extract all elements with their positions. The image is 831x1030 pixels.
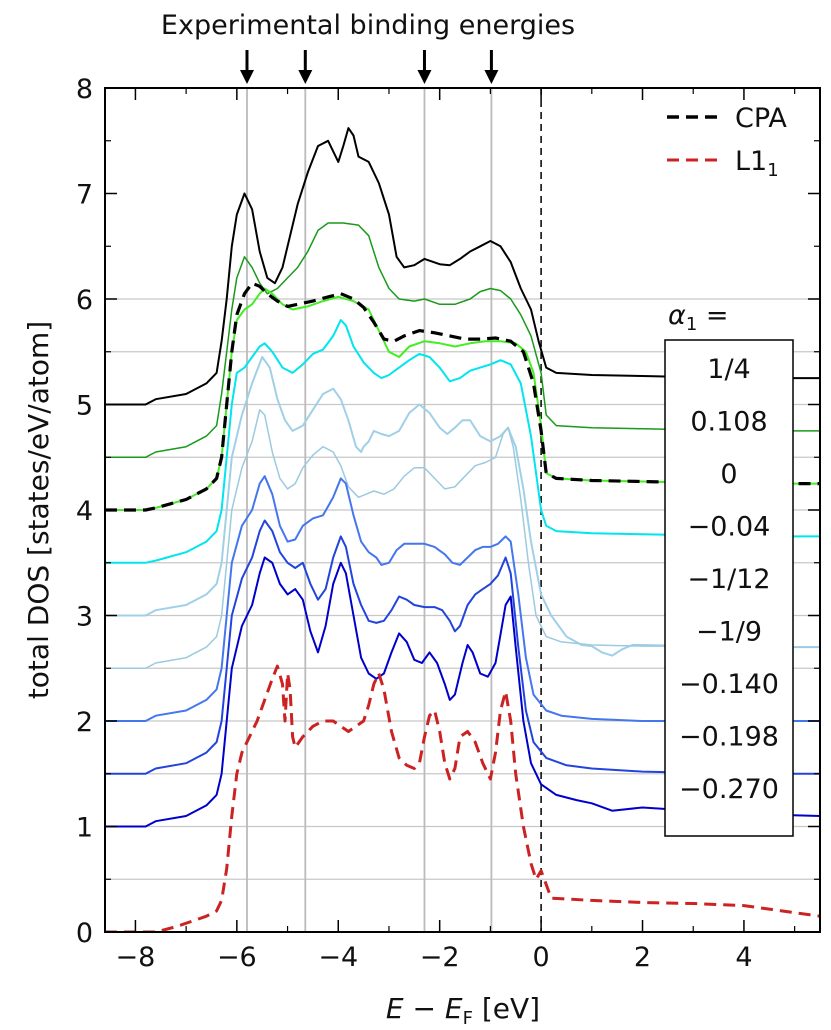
- alpha-header-sub: 1: [686, 314, 697, 335]
- x-tick-label-1: −6: [217, 942, 257, 973]
- x-tick-label-4: 0: [533, 942, 550, 973]
- series-line-4: [105, 356, 820, 657]
- alpha-header: α1 =: [668, 300, 728, 335]
- legend: CPA L11: [667, 103, 787, 181]
- series-line-1: [105, 222, 820, 459]
- series-line-9: [105, 281, 820, 512]
- alpha-value-4: −1/12: [687, 564, 770, 595]
- series-line-5: [105, 409, 820, 670]
- series-line-10: [105, 664, 820, 932]
- alpha-header-symbol: α: [668, 300, 686, 331]
- x-tick-label-3: −2: [420, 942, 460, 973]
- x-tick-label-5: 2: [634, 942, 651, 973]
- alpha-value-6: −0.140: [679, 669, 779, 700]
- x-axis-title: E − EF [eV]: [386, 992, 540, 1029]
- legend-label-l11-sub: 1: [767, 160, 778, 181]
- legend-label-cpa: CPA: [735, 103, 787, 134]
- alpha-value-8: −0.270: [679, 774, 779, 805]
- alpha-table-box: [664, 339, 794, 837]
- tick-layer: −8 −6 −4 −2 0 2 4 0 1 2 3 4 5 6 7 8: [76, 74, 820, 973]
- y-tick-label-3: 3: [76, 602, 93, 633]
- alpha-value-5: −1/9: [696, 617, 762, 648]
- alpha-value-1: 0.108: [690, 407, 767, 438]
- binding-energy-arrow-head-0: [239, 70, 254, 84]
- series-line-7: [105, 519, 820, 775]
- y-tick-label-1: 1: [76, 813, 93, 844]
- y-tick-label-0: 0: [76, 918, 93, 949]
- x-axis-title-sub: F: [463, 1008, 473, 1029]
- y-tick-label-5: 5: [76, 391, 93, 422]
- series-line-8: [105, 556, 820, 828]
- y-tick-label-7: 7: [76, 180, 93, 211]
- y-tick-label-6: 6: [76, 285, 93, 316]
- binding-energy-arrow-head-2: [417, 70, 432, 84]
- x-tick-label-0: −8: [116, 942, 156, 973]
- series-line-3: [105, 319, 820, 564]
- alpha-value-2: 0: [720, 459, 737, 490]
- series-line-6: [105, 475, 820, 722]
- x-tick-label-2: −4: [318, 942, 358, 973]
- x-axis-title-unit: [eV]: [473, 992, 540, 1025]
- legend-label-l11: L11: [735, 146, 779, 181]
- x-axis-title-main: E − E: [386, 992, 463, 1025]
- series-line-0: [105, 127, 820, 406]
- top-title: Experimental binding energies: [161, 10, 575, 41]
- alpha-value-7: −0.198: [679, 722, 779, 753]
- x-tick-label-6: 4: [735, 942, 752, 973]
- y-tick-label-8: 8: [76, 74, 93, 105]
- alpha-value-3: −0.04: [688, 512, 771, 543]
- series-layer: [105, 127, 820, 932]
- alpha-value-0: 1/4: [707, 354, 750, 385]
- alpha-header-suffix: =: [697, 300, 728, 331]
- arrow-layer: [239, 50, 499, 84]
- legend-label-l11-main: L1: [735, 146, 767, 177]
- y-axis-title: total DOS [states/eV/atom]: [22, 321, 55, 699]
- binding-energy-arrow-head-1: [298, 70, 313, 84]
- binding-energy-arrow-head-3: [484, 70, 499, 84]
- y-tick-label-2: 2: [76, 707, 93, 738]
- y-tick-label-4: 4: [76, 496, 93, 527]
- alpha-table: 1/4 0.108 0 −0.04 −1/12 −1/9 −0.140 −0.198 −0.27…: [664, 339, 794, 837]
